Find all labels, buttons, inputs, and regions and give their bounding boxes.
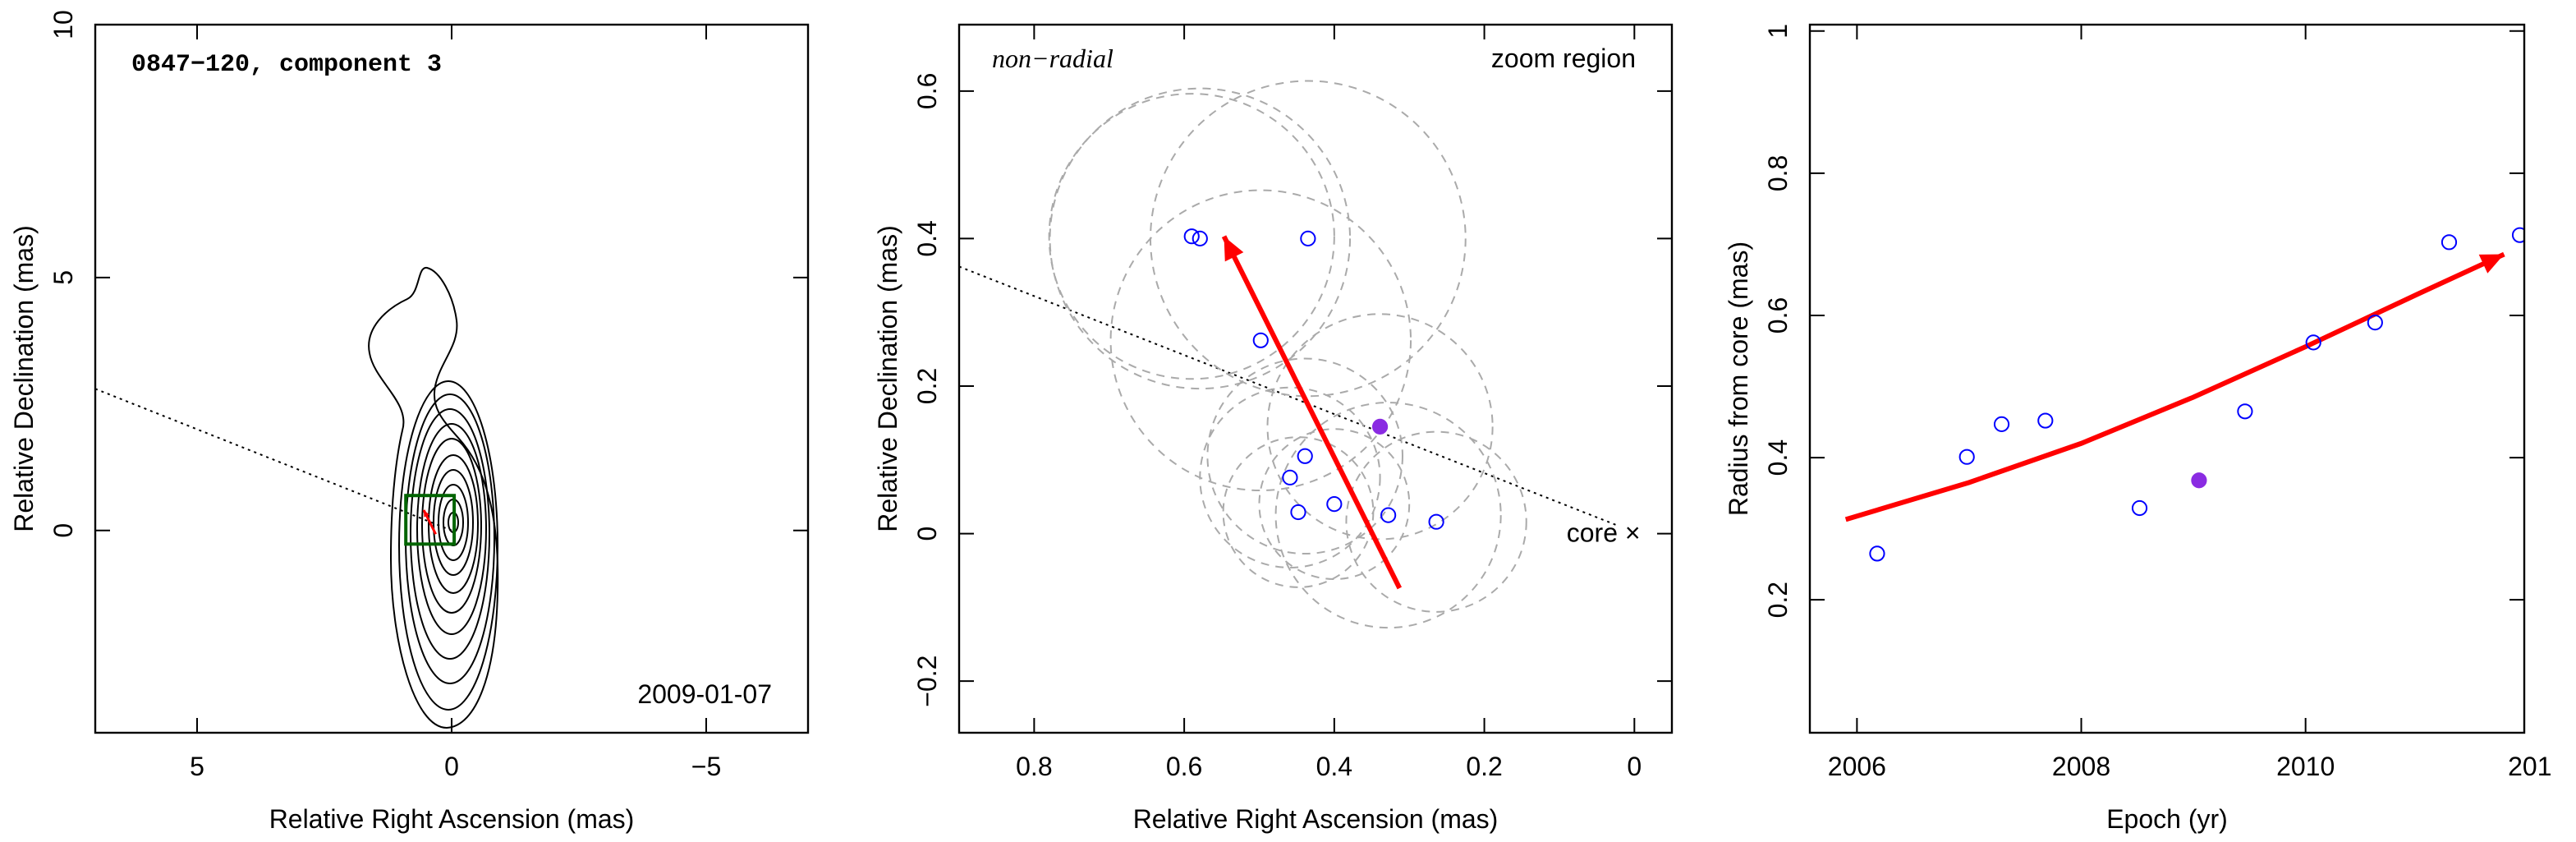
date-label: 2009-01-07 — [637, 679, 772, 709]
x-tick-label: −5 — [691, 752, 721, 781]
x-tick-label: 2008 — [2052, 752, 2110, 781]
zoom-box — [404, 494, 457, 546]
data-point — [2305, 334, 2321, 351]
error-circle — [1345, 430, 1527, 613]
arrow-head — [2478, 254, 2505, 274]
data-point — [1282, 469, 1298, 485]
data-point — [2237, 403, 2253, 420]
data-point — [1297, 448, 1313, 464]
error-circle — [1109, 189, 1412, 492]
x-tick-label: 2010 — [2276, 752, 2335, 781]
contour — [368, 267, 499, 729]
y-tick-label: 10 — [48, 10, 78, 39]
y-tick-label: 0.4 — [912, 220, 942, 256]
contour — [410, 408, 490, 660]
error-circle — [1274, 402, 1502, 629]
x-tick-label: 0.6 — [1166, 752, 1202, 781]
x-axis-label: Relative Right Ascension (mas) — [1133, 804, 1499, 834]
ridge-line — [95, 388, 452, 531]
error-circle — [1048, 93, 1335, 380]
data-point — [1290, 504, 1306, 521]
error-circle — [1266, 313, 1494, 541]
x-tick-label: 5 — [190, 752, 204, 781]
data-point — [1192, 230, 1208, 246]
x-tick-label: 0 — [444, 752, 459, 781]
contour — [438, 484, 469, 561]
y-tick-label: 5 — [48, 270, 78, 285]
contour — [421, 438, 482, 614]
data-point — [1428, 513, 1444, 530]
contour — [428, 454, 479, 594]
data-point — [1993, 416, 2010, 432]
core-label: core × — [1567, 518, 1641, 548]
error-circle — [1199, 386, 1381, 568]
arrow — [1221, 235, 1403, 590]
panel-title: 0847−120, component 3 — [131, 51, 442, 79]
data-point — [1958, 449, 1975, 465]
x-tick-label: 201 — [2508, 752, 2551, 781]
error-circle — [1206, 357, 1403, 555]
data-point — [1869, 545, 1885, 562]
y-tick-label: 0 — [912, 527, 942, 541]
y-tick-label: −0.2 — [912, 656, 942, 707]
error-circle — [1222, 436, 1375, 588]
x-axis-label: Epoch (yr) — [2106, 804, 2228, 834]
arrow-head — [1224, 236, 1244, 262]
data-point — [2511, 227, 2524, 243]
data-point — [1326, 496, 1343, 513]
x-tick-label: 0 — [1627, 752, 1642, 781]
x-axis-label: Relative Right Ascension (mas) — [269, 804, 635, 834]
y-axis-label: Radius from core (mas) — [1724, 242, 1753, 516]
y-tick-label: 0.8 — [1763, 155, 1793, 191]
y-tick-label: 1 — [1763, 24, 1793, 39]
x-tick-label: 0.8 — [1016, 752, 1052, 781]
error-circle — [1049, 87, 1352, 390]
y-axis-label: Relative Declination (mas) — [9, 225, 39, 531]
plot-area — [95, 388, 457, 546]
y-tick-label: 0.2 — [1763, 582, 1793, 618]
axes-frame — [94, 23, 810, 734]
axes-frame — [1808, 23, 2526, 734]
x-tick-label: 0.4 — [1316, 752, 1352, 781]
data-point — [2441, 234, 2458, 251]
data-point — [1183, 228, 1200, 245]
data-point — [2367, 315, 2383, 331]
plot-area — [1844, 227, 2524, 562]
x-tick-label: 2006 — [1828, 752, 1886, 781]
y-tick-label: 0 — [48, 523, 78, 538]
ridge-line — [959, 265, 1620, 527]
data-point — [2037, 412, 2054, 429]
highlight-point — [2191, 472, 2207, 489]
x-tick-label: 0.2 — [1466, 752, 1502, 781]
arrow — [1844, 251, 2505, 522]
contour — [416, 423, 487, 635]
y-tick-label: 0.6 — [1763, 297, 1793, 334]
data-point — [1300, 230, 1316, 246]
data-point — [1252, 332, 1269, 348]
y-tick-label: 0.6 — [912, 73, 942, 109]
contour — [398, 380, 498, 711]
data-point — [2131, 499, 2148, 517]
axes-frame — [957, 23, 1674, 734]
y-tick-label: 0.2 — [912, 368, 942, 404]
highlight-point — [1371, 418, 1389, 435]
error-circle — [1258, 428, 1411, 581]
arrow-head — [424, 509, 429, 518]
y-tick-label: 0.4 — [1763, 439, 1793, 476]
contours — [368, 267, 499, 729]
data-point — [1380, 507, 1397, 523]
y-axis-label: Relative Declination (mas) — [873, 225, 902, 531]
subtitle: zoom region — [1491, 44, 1636, 73]
plot-area — [959, 80, 1620, 629]
annotation: non−radial — [992, 44, 1114, 73]
